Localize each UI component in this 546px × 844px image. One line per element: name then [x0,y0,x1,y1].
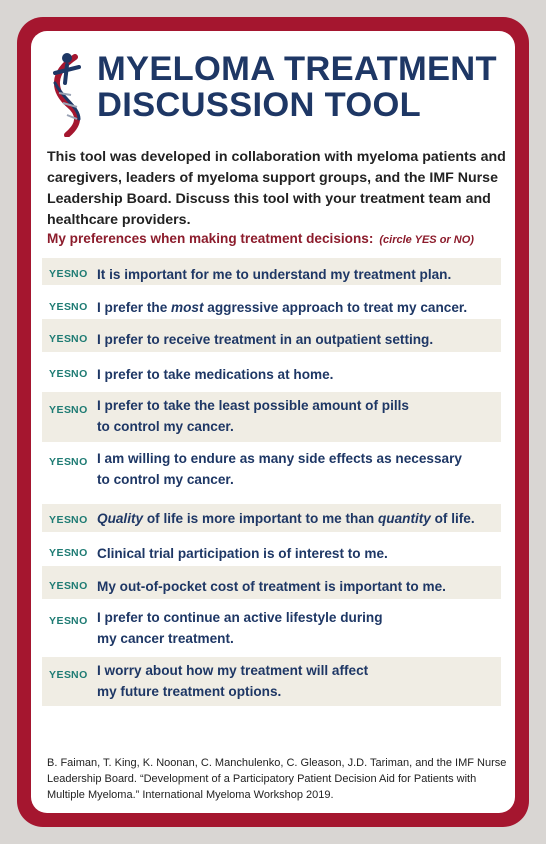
statement-text: I prefer to take the least possible amou… [97,398,409,434]
dna-figure-icon [53,53,81,137]
statement-text: I prefer to take medications at home. [97,367,334,382]
no-option[interactable]: NO [71,456,88,468]
preference-row: YES NO I prefer to take medications at h… [42,352,501,392]
preference-row: YES NO I prefer the most aggressive appr… [42,285,501,319]
intro-paragraph: This tool was developed in collaboration… [47,149,506,228]
card-panel: MYELOMA TREATMENT DISCUSSION TOOL This t… [31,31,515,813]
no-option[interactable]: NO [71,301,88,313]
no-option[interactable]: NO [71,669,88,681]
preference-row: YES NO I prefer to continue an active li… [42,599,501,657]
yes-option[interactable]: YES [49,301,72,313]
preferences-heading-text: My preferences when making treatment dec… [47,231,374,246]
preferences-heading: My preferences when making treatment dec… [47,231,517,246]
reference-citation: B. Faiman, T. King, K. Noonan, C. Manchu… [47,757,507,801]
preference-row: YES NO Quality of life is more important… [42,504,501,532]
preference-row: YES NO It is important for me to underst… [42,258,501,285]
preference-list: YES NO It is important for me to underst… [42,258,501,706]
statement-text: I prefer to continue an active lifestyle… [97,610,383,646]
no-option[interactable]: NO [71,615,88,627]
statement-text: I prefer the most aggressive approach to… [97,300,468,315]
statement-text: Quality of life is more important to me … [97,511,475,526]
yes-option[interactable]: YES [49,669,72,681]
page-title: MYELOMA TREATMENT DISCUSSION TOOL [97,51,507,123]
preference-row: YES NO I am willing to endure as many si… [42,442,501,504]
preference-row: YES NO My out-of-pocket cost of treatmen… [42,566,501,599]
no-option[interactable]: NO [71,580,88,592]
statement-text: Clinical trial participation is of inter… [97,546,388,561]
yes-option[interactable]: YES [49,547,72,559]
preferences-note: (circle YES or NO) [379,234,474,246]
preference-row: YES NO Clinical trial participation is o… [42,532,501,566]
no-option[interactable]: NO [71,368,88,380]
no-option[interactable]: NO [71,333,88,345]
yes-option[interactable]: YES [49,514,72,526]
statement-text: I prefer to receive treatment in an outp… [97,332,434,347]
yes-option[interactable]: YES [49,404,72,416]
title-line-1: MYELOMA TREATMENT [97,50,497,88]
no-option[interactable]: NO [71,268,88,280]
yes-option[interactable]: YES [49,268,72,280]
yes-option[interactable]: YES [49,333,72,345]
preference-row: YES NO I prefer to receive treatment in … [42,319,501,352]
yes-option[interactable]: YES [49,456,72,468]
no-option[interactable]: NO [71,514,88,526]
statement-text: I worry about how my treatment will affe… [97,663,369,699]
yes-option[interactable]: YES [49,580,72,592]
preference-row: YES NO I worry about how my treatment wi… [42,657,501,706]
statement-text: My out-of-pocket cost of treatment is im… [97,579,446,594]
no-option[interactable]: NO [71,547,88,559]
yes-option[interactable]: YES [49,615,72,627]
title-line-2: DISCUSSION TOOL [97,86,421,124]
statement-text: I am willing to endure as many side effe… [97,451,462,487]
card-border: MYELOMA TREATMENT DISCUSSION TOOL This t… [17,17,529,827]
no-option[interactable]: NO [71,404,88,416]
preference-row: YES NO I prefer to take the least possib… [42,392,501,442]
yes-option[interactable]: YES [49,368,72,380]
statement-text: It is important for me to understand my … [97,267,452,282]
